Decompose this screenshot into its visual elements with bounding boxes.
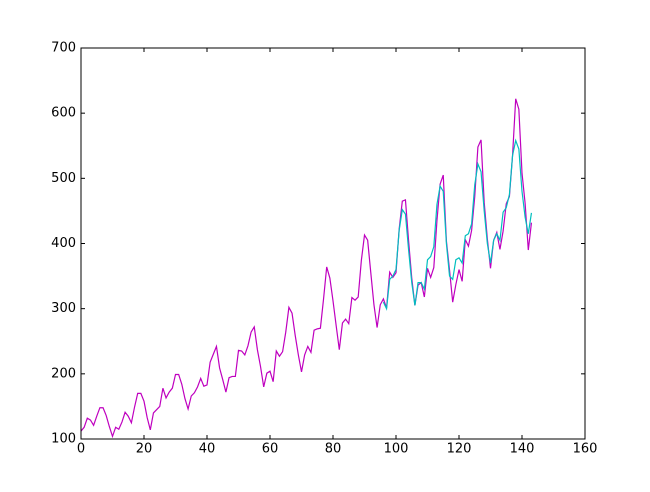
x-tick-label: 0 — [77, 442, 85, 457]
y-tick-label: 200 — [51, 366, 76, 381]
x-tick-label: 120 — [447, 442, 472, 457]
x-tick-label: 40 — [199, 442, 216, 457]
x-tick-label: 80 — [325, 442, 342, 457]
y-tick-label: 400 — [51, 236, 76, 251]
x-tick-label: 60 — [262, 442, 279, 457]
x-tick-label: 160 — [573, 442, 598, 457]
x-tick-label: 100 — [384, 442, 409, 457]
y-tick-label: 700 — [51, 41, 76, 56]
y-tick-label: 600 — [51, 106, 76, 121]
plot-area — [81, 48, 585, 439]
y-tick-label: 100 — [51, 432, 76, 447]
y-tick-label: 500 — [51, 171, 76, 186]
y-tick-label: 300 — [51, 301, 76, 316]
data-line — [80, 98, 533, 439]
x-tick-label: 140 — [510, 442, 535, 457]
x-tick-label: 20 — [136, 442, 153, 457]
data-line — [382, 138, 533, 311]
